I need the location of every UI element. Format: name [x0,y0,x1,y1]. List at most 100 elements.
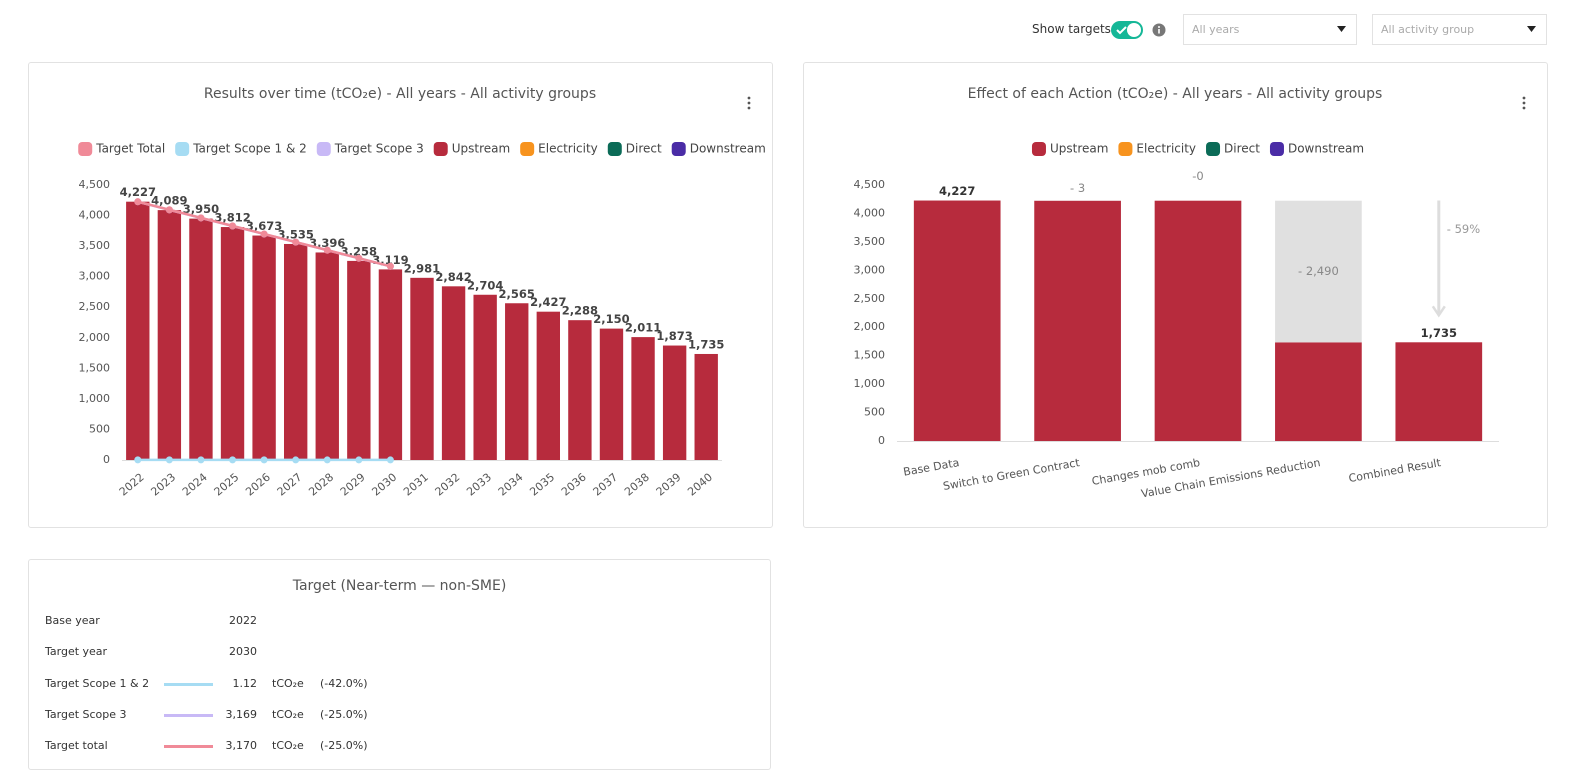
target-marker [229,222,237,230]
row-unit: tCO₂e [272,707,304,721]
legend-item: Electricity [1118,142,1196,156]
legend-swatch [1118,142,1133,156]
bar [568,320,592,460]
bar [662,345,687,460]
legend-label: Direct [1224,142,1260,156]
row-line [164,682,213,686]
legend-label: Upstream [452,142,510,156]
target-marker [197,456,205,464]
years-dropdown[interactable]: All years [1183,14,1357,45]
target-row: Target total 3,170 tCO₂e (-25.0%) [29,736,769,756]
y-tick-label: 4,000 [79,209,111,222]
row-label: Target Scope 3 [45,707,127,721]
legend-swatch [78,142,93,156]
x-tick-label: 2032 [433,471,463,499]
row-value: 3,170 [225,739,258,753]
legend-swatch [1031,142,1046,156]
y-tick-label: 2,000 [79,331,111,344]
y-tick-label: 3,500 [79,239,111,252]
value-label: 3,950 [183,202,219,216]
value-label: - 2,490 [1298,264,1339,278]
info-icon[interactable] [1151,22,1167,38]
legend-label: Direct [626,142,662,156]
bar [410,277,434,460]
legend-swatch [1269,142,1284,156]
y-tick-label: 1,500 [854,349,886,362]
bar [252,235,276,460]
target-marker [260,456,268,464]
y-tick-label: 3,000 [854,263,886,276]
legend-item: Direct [1206,142,1260,156]
bar [189,218,213,460]
bar [315,252,339,460]
value-label: 2,150 [593,312,629,326]
kebab-menu[interactable] [1522,96,1526,110]
x-tick-label: Combined Result [1348,456,1443,485]
value-label: 2,981 [404,261,440,275]
x-tick-label: Base Data [902,456,960,479]
x-tick-label: 2026 [243,471,273,499]
value-label: 3,396 [309,236,345,250]
row-unit: tCO₂e [272,739,304,753]
x-tick-label: 2031 [401,471,431,499]
caret [1337,26,1346,32]
bar [599,328,624,460]
annotation: - 59% [1447,222,1480,236]
legend-label: Target Scope 1 & 2 [192,142,307,156]
row-line [164,713,213,717]
row-value: 2030 [229,645,257,659]
legend-label: Target Scope 3 [334,142,424,156]
chart-title: Effect of each Action (tCO₂e) - All year… [968,86,1383,102]
activity-dropdown-text: All activity group [1381,23,1475,36]
y-tick-label: 500 [864,406,885,419]
legend-item: Upstream [1031,142,1108,156]
target-marker [355,254,363,262]
annotation-arrowhead [1431,305,1446,318]
legend-label: Electricity [538,142,598,156]
activity-dropdown[interactable]: All activity group [1372,14,1547,45]
bar [913,200,1001,441]
legend-swatch [671,142,686,156]
y-tick-label: 1,000 [854,377,886,390]
legend-swatch [520,142,535,156]
target-row: Target Scope 3 3,169 tCO₂e (-25.0%) [29,705,769,725]
bar [284,243,308,460]
target-marker [134,198,142,206]
bar [126,201,150,460]
bar [1395,342,1483,441]
delta-bar [1275,200,1362,343]
target-marker [165,206,173,214]
effect-card: Effect of each Action (tCO₂e) - All year… [803,62,1548,528]
value-label: - 3 [1070,181,1085,195]
chart: Effect of each Action (tCO₂e) - All year… [854,86,1526,500]
value-label: 2,427 [530,295,566,309]
value-label: 4,227 [939,184,975,198]
legend-label: Downstream [690,142,766,156]
value-label: 3,673 [246,219,282,233]
x-tick-label: 2023 [148,471,178,499]
value-label: -0 [1192,169,1203,183]
row-value: 2022 [229,614,257,627]
value-label: 4,227 [120,185,156,199]
legend-label: Upstream [1050,142,1108,156]
value-label: 3,812 [214,211,250,225]
show-targets-toggle[interactable] [1110,20,1144,40]
target-marker [197,214,205,222]
x-tick-label: 2027 [275,471,305,499]
target-card: Target (Near-term — non-SME) Base year 20… [28,559,771,770]
legend-item: Electricity [520,142,598,156]
target-marker [386,262,394,270]
legend-item: Direct [607,142,662,156]
x-tick-label: 2025 [212,471,242,499]
bar [536,311,560,460]
bar [631,337,655,460]
bar [1154,200,1242,441]
y-tick-label: 4,500 [854,178,886,191]
caret [1527,26,1536,32]
y-tick-label: 4,500 [79,178,111,191]
value-label: 2,288 [562,304,598,318]
kebab-menu[interactable] [747,96,751,110]
legend: Upstream Electricity Direct Downstream [1031,142,1364,156]
row-change: (-25.0%) [320,739,368,753]
bar [378,269,403,460]
